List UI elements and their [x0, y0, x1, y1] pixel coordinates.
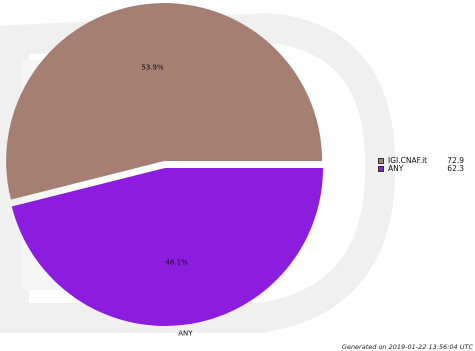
- slice-percent-label: 46.1%: [166, 259, 189, 267]
- generated-timestamp: Generated on 2019-01-22 13:56:04 UTC: [341, 343, 473, 351]
- legend-swatch: [378, 166, 384, 172]
- legend-value: 62.3: [447, 164, 464, 173]
- slice-percent-label: 53.9%: [141, 63, 164, 71]
- pie-slice-igi-cnaf-it: [6, 3, 323, 200]
- legend-item-igi-cnaf: IGI.CNAF.it 72.9: [378, 157, 464, 165]
- legend-label: IGI.CNAF.it: [388, 156, 428, 165]
- chart-legend: IGI.CNAF.it 72.9 ANY 62.3: [378, 157, 464, 173]
- slice-name-label: ANY: [178, 330, 193, 338]
- pie-slice-any: [11, 168, 323, 327]
- legend-label: ANY: [388, 164, 404, 173]
- legend-item-any: ANY 62.3: [378, 165, 464, 173]
- legend-value: 72.9: [447, 156, 464, 165]
- slice-name-label: IGI.CNAF.it: [125, 0, 162, 1]
- legend-swatch: [378, 158, 384, 164]
